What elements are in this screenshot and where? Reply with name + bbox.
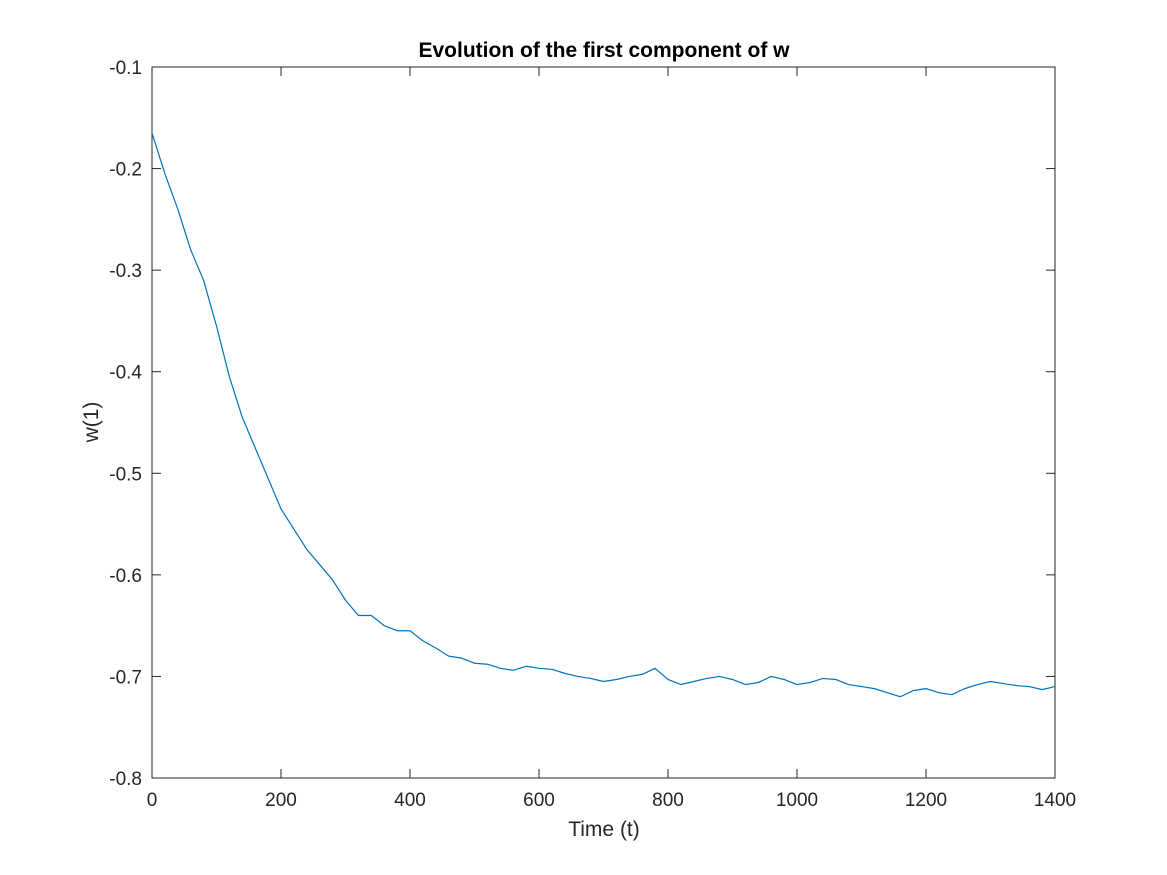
- x-tick-label: 0: [147, 790, 158, 811]
- x-tick-label: 200: [265, 790, 297, 811]
- x-axis-title: Time (t): [568, 818, 640, 841]
- chart-title: Evolution of the first component of w: [419, 39, 791, 62]
- x-tick-label: 800: [652, 790, 684, 811]
- x-tick-label: 1200: [905, 790, 947, 811]
- y-tick-label: -0.8: [109, 769, 142, 790]
- axes-box: [151, 66, 1056, 779]
- y-tick-label: -0.2: [109, 160, 142, 181]
- y-tick-label: -0.1: [109, 58, 142, 79]
- series-line: [151, 132, 1056, 698]
- y-axis-title: w(1): [80, 402, 103, 444]
- x-tick-label: 1400: [1034, 790, 1076, 811]
- y-tick-label: -0.4: [109, 363, 142, 384]
- y-tick-label: -0.5: [109, 464, 142, 485]
- y-tick-label: -0.6: [109, 566, 142, 587]
- x-tick-label: 1000: [776, 790, 818, 811]
- y-tick-label: -0.3: [109, 261, 142, 282]
- plot-area: 0 200 400 600 800 1000 1200 1400 -0.8 -0.7 -0.6 -0.…: [109, 58, 1076, 811]
- x-tick-label: 600: [523, 790, 555, 811]
- y-tick-label: -0.7: [109, 667, 142, 688]
- x-tick-label: 400: [394, 790, 426, 811]
